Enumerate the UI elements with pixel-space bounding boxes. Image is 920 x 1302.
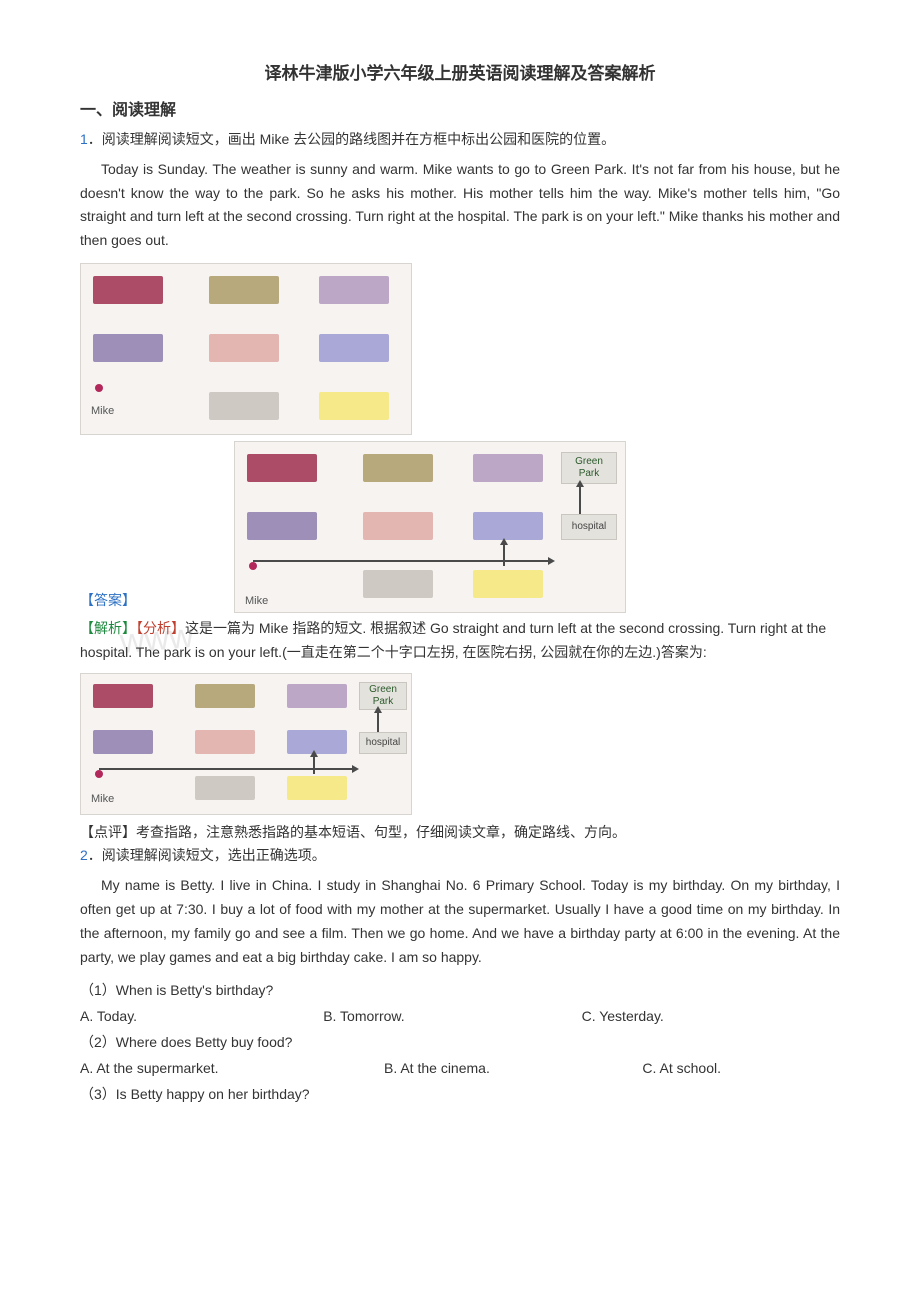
q2-sub1-stem: （1）When is Betty's birthday? <box>80 979 840 1003</box>
map-block <box>209 334 279 362</box>
map-block <box>209 392 279 420</box>
map-block <box>195 776 255 800</box>
map-block <box>473 454 543 482</box>
map-block <box>319 334 389 362</box>
map-block <box>319 276 389 304</box>
q1-dianping: 【点评】考查指路，注意熟悉指路的基本短语、句型，仔细阅读文章，确定路线、方向。 <box>80 821 840 845</box>
q2-sub2-opt-a: A. At the supermarket. <box>80 1057 384 1081</box>
route-arrow-icon <box>377 712 379 732</box>
q2-sub1-opt-c: C. Yesterday. <box>582 1005 840 1029</box>
route-arrow-icon <box>579 486 581 514</box>
map-block <box>473 570 543 598</box>
q2-sub2-opt-b: B. At the cinema. <box>384 1057 642 1081</box>
q2-sub3-stem: （3）Is Betty happy on her birthday? <box>80 1083 840 1107</box>
map-block <box>195 684 255 708</box>
page-title: 译林牛津版小学六年级上册英语阅读理解及答案解析 <box>80 60 840 89</box>
map-block <box>93 334 163 362</box>
green-park-box: GreenPark <box>561 452 617 484</box>
map-block <box>93 684 153 708</box>
q2-text: ．阅读理解阅读短文，选出正确选项。 <box>88 847 326 863</box>
q1-analysis-text: 这是一篇为 Mike 指路的短文. 根据叙述 Go straight and t… <box>80 620 826 660</box>
map-block <box>363 570 433 598</box>
map-block <box>319 392 389 420</box>
q1-text: ．阅读理解阅读短文，画出 Mike 去公园的路线图并在方框中标出公园和医院的位置… <box>88 131 615 147</box>
q2-number: 2 <box>80 847 88 863</box>
map-block <box>473 512 543 540</box>
q2-sub1-opt-a: A. Today. <box>80 1005 323 1029</box>
q2-sub2-stem: （2）Where does Betty buy food? <box>80 1031 840 1055</box>
q1-number: 1 <box>80 131 88 147</box>
q1-prompt: 1．阅读理解阅读短文，画出 Mike 去公园的路线图并在方框中标出公园和医院的位… <box>80 128 840 152</box>
route-arrow-icon <box>503 544 505 566</box>
mike-dot-icon <box>95 770 103 778</box>
map-block <box>195 730 255 754</box>
mike-dot-icon <box>249 562 257 570</box>
map-block <box>93 276 163 304</box>
map-block <box>209 276 279 304</box>
q2-sub1-opt-b: B. Tomorrow. <box>323 1005 581 1029</box>
mike-label: Mike <box>91 402 114 421</box>
q2-prompt: 2．阅读理解阅读短文，选出正确选项。 <box>80 844 840 868</box>
explain-label: 【解析】 <box>80 620 136 636</box>
q2-sub2-opt-c: C. At school. <box>642 1057 840 1081</box>
map-block <box>363 512 433 540</box>
map-solution-small: Mike GreenPark hospital <box>80 673 412 815</box>
green-park-box: GreenPark <box>359 682 407 710</box>
hospital-box: hospital <box>359 732 407 754</box>
map-solution-large: Mike GreenPark hospital <box>234 441 626 613</box>
map-block <box>287 776 347 800</box>
section-heading: 一、阅读理解 <box>80 97 840 124</box>
mike-label: Mike <box>91 790 114 809</box>
q2-sub1-options: A. Today. B. Tomorrow. C. Yesterday. <box>80 1005 840 1029</box>
map-block <box>363 454 433 482</box>
map-plain: Mike <box>80 263 412 435</box>
q2-sub2-options: A. At the supermarket. B. At the cinema.… <box>80 1057 840 1081</box>
map-block <box>287 684 347 708</box>
map-block <box>93 730 153 754</box>
route-arrow-icon <box>313 756 315 774</box>
map-block <box>247 512 317 540</box>
q2-passage: My name is Betty. I live in China. I stu… <box>80 874 840 969</box>
analysis-label: 【分析】 <box>136 620 185 636</box>
answer-label: 【答案】 <box>80 589 136 613</box>
hospital-box: hospital <box>561 514 617 540</box>
mike-dot-icon <box>95 384 103 392</box>
q1-analysis-block: www 【解析】【分析】这是一篇为 Mike 指路的短文. 根据叙述 Go st… <box>80 617 840 665</box>
map-block <box>247 454 317 482</box>
mike-label: Mike <box>245 592 268 611</box>
q1-passage: Today is Sunday. The weather is sunny an… <box>80 158 840 253</box>
